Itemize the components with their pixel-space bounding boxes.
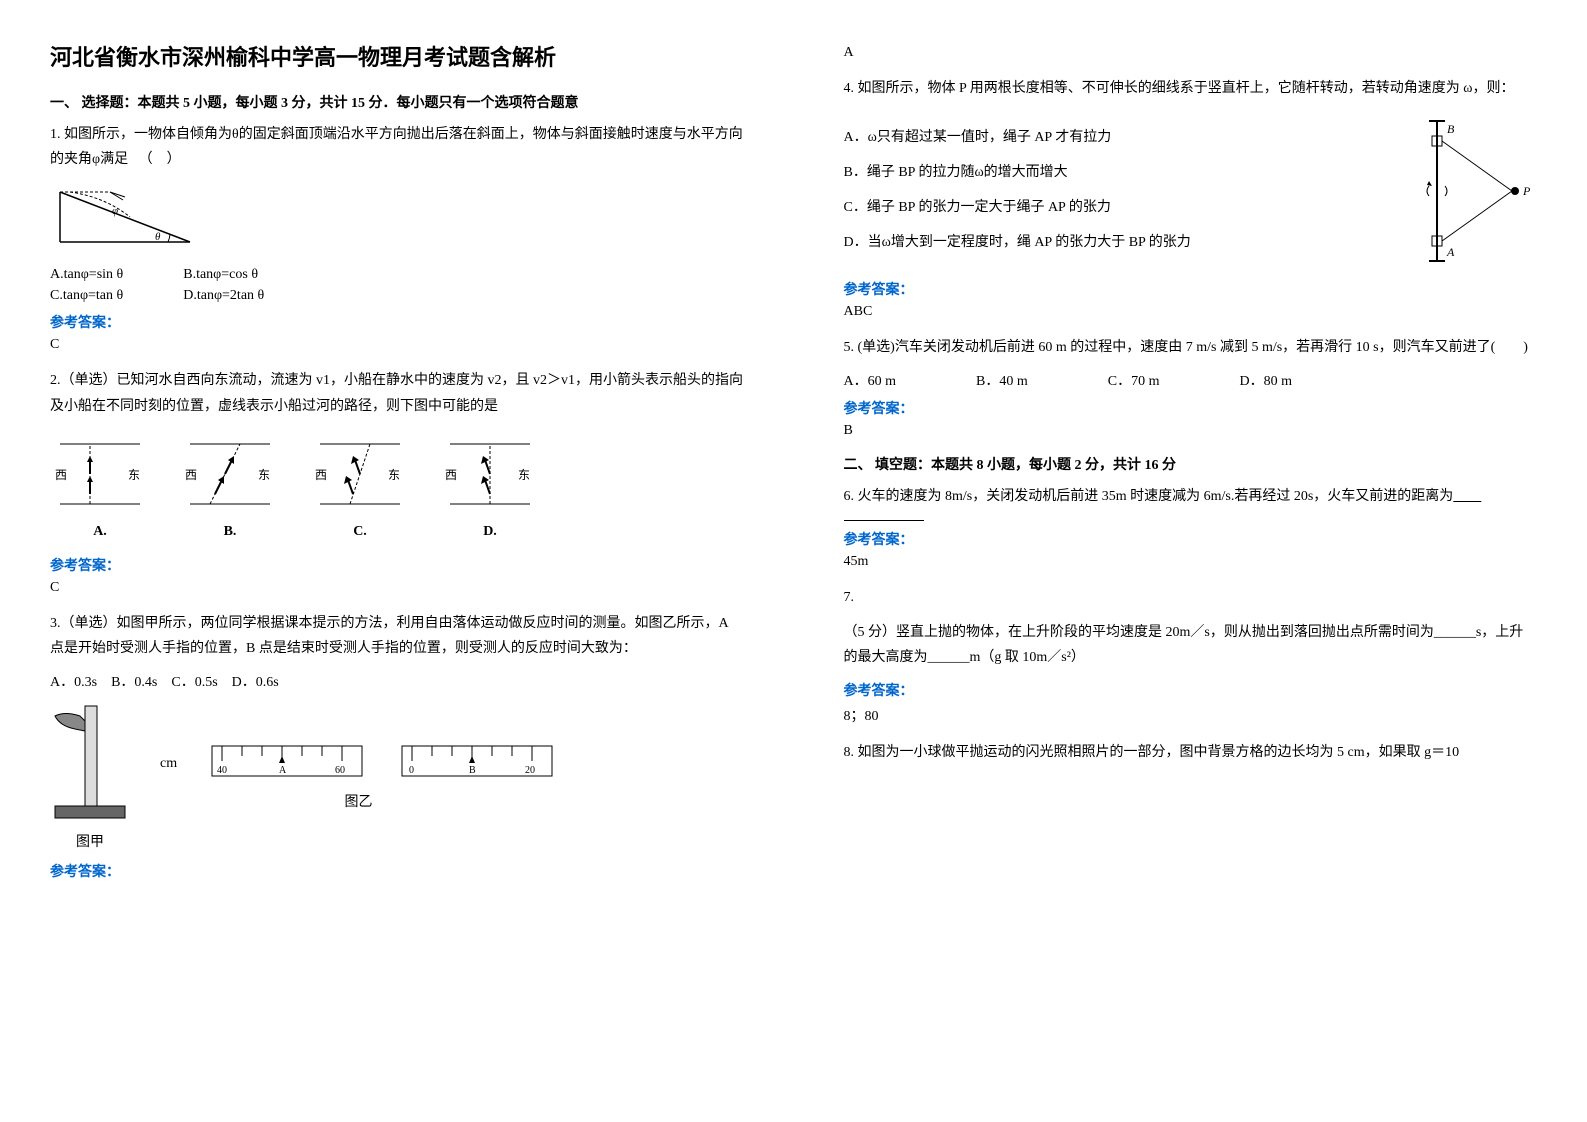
q5-answer: B xyxy=(844,423,1538,439)
q3-answer-label: 参考答案： xyxy=(50,861,744,881)
svg-text:东: 东 xyxy=(258,468,270,482)
q1-options-row2: C.tanφ=tan θ D.tanφ=2tan θ xyxy=(50,288,744,304)
q5-text: 5. (单选)汽车关闭发动机后前进 60 m 的过程中，速度由 7 m/s 减到… xyxy=(844,335,1538,360)
svg-text:0: 0 xyxy=(409,765,414,776)
q6-answer: 45m xyxy=(844,554,1538,570)
svg-text:20: 20 xyxy=(525,765,535,776)
q7-text: （5 分）竖直上抛的物体，在上升阶段的平均速度是 20m／s，则从抛出到落回抛出… xyxy=(844,620,1538,670)
q7-answer: 8；80 xyxy=(844,705,1538,725)
q3-optD: D．0.6s xyxy=(232,675,279,690)
q4-diagram: B P A xyxy=(1417,111,1537,271)
svg-text:东: 东 xyxy=(518,468,530,482)
q1-diagram: φ θ xyxy=(50,182,744,257)
q1-options-row1: A.tanφ=sin θ B.tanφ=cos θ xyxy=(50,267,744,283)
q2-diagrams: 西 东 A. 西 东 B. xyxy=(50,434,744,540)
q6-text: 6. 火车的速度为 8m/s，关闭发动机后前进 35m 时速度减为 6m/s.若… xyxy=(844,484,1538,509)
q1-answer: C xyxy=(50,337,744,353)
q2-answer: C xyxy=(50,580,744,596)
q5-options: A．60 m B．40 m C．70 m D．80 m xyxy=(844,370,1538,390)
q1-optA: A.tanφ=sin θ xyxy=(50,267,123,283)
q3-diagrams: 图甲 cm 40 A 60 xyxy=(50,701,744,851)
svg-text:A: A xyxy=(279,765,287,776)
svg-text:西: 西 xyxy=(55,468,67,482)
q3-optB: B．0.4s xyxy=(111,675,157,690)
q4-answer-label: 参考答案： xyxy=(844,279,1538,299)
q3-options: A．0.3s B．0.4s C．0.5s D．0.6s xyxy=(50,671,744,691)
q4-answer: ABC xyxy=(844,304,1538,320)
q3-label1: 图甲 xyxy=(50,831,130,851)
q1-optD: D.tanφ=2tan θ xyxy=(183,288,264,304)
q1-optB: B.tanφ=cos θ xyxy=(183,267,258,283)
svg-text:西: 西 xyxy=(445,468,457,482)
q5-answer-label: 参考答案： xyxy=(844,398,1538,418)
q3-optA: A．0.3s xyxy=(50,675,97,690)
q7-answer-label: 参考答案： xyxy=(844,680,1538,700)
svg-text:θ: θ xyxy=(155,231,161,243)
page-title: 河北省衡水市深州榆科中学高一物理月考试题含解析 xyxy=(50,40,744,72)
svg-text:40: 40 xyxy=(217,765,227,776)
q2-text: 2.（单选）已知河水自西向东流动，流速为 v1，小船在静水中的速度为 v2，且 … xyxy=(50,368,744,418)
q2-labelC: C. xyxy=(310,524,410,540)
svg-text:φ: φ xyxy=(112,205,118,217)
svg-text:A: A xyxy=(1446,245,1455,259)
q3-cm: cm xyxy=(160,756,177,772)
q6-answer-label: 参考答案： xyxy=(844,529,1538,549)
q5-optD: D．80 m xyxy=(1239,370,1292,390)
section2-header: 二、 填空题：本题共 8 小题，每小题 2 分，共计 16 分 xyxy=(844,454,1538,474)
svg-text:B: B xyxy=(1447,122,1455,136)
q3-optC: C．0.5s xyxy=(171,675,217,690)
q1-answer-label: 参考答案： xyxy=(50,312,744,332)
section1-header: 一、 选择题：本题共 5 小题，每小题 3 分，共计 15 分．每小题只有一个选… xyxy=(50,92,744,112)
q1-optC: C.tanφ=tan θ xyxy=(50,288,123,304)
q5-optC: C．70 m xyxy=(1108,370,1160,390)
q1-text: 1. 如图所示，一物体自倾角为θ的固定斜面顶端沿水平方向抛出后落在斜面上，物体与… xyxy=(50,122,744,172)
q5-optB: B．40 m xyxy=(976,370,1028,390)
q2-labelD: D. xyxy=(440,524,540,540)
q3-text: 3.（单选）如图甲所示，两位同学根据课本提示的方法，利用自由落体运动做反应时间的… xyxy=(50,611,744,661)
q2-answer-label: 参考答案： xyxy=(50,555,744,575)
q2-labelA: A. xyxy=(50,524,150,540)
q2-labelB: B. xyxy=(180,524,280,540)
q3-label2: 图乙 xyxy=(160,791,557,811)
q8-text: 8. 如图为一小球做平抛运动的闪光照相照片的一部分，图中背景方格的边长均为 5 … xyxy=(844,740,1538,765)
q5-optA: A．60 m xyxy=(844,370,897,390)
svg-text:60: 60 xyxy=(335,765,345,776)
svg-text:西: 西 xyxy=(185,468,197,482)
svg-text:西: 西 xyxy=(315,468,327,482)
q7-num: 7. xyxy=(844,585,1538,610)
svg-text:东: 东 xyxy=(128,468,140,482)
q4-text: 4. 如图所示，物体 P 用两根长度相等、不可伸长的细线系于竖直杆上，它随杆转动… xyxy=(844,76,1538,101)
svg-text:东: 东 xyxy=(388,468,400,482)
svg-text:B: B xyxy=(469,765,476,776)
svg-text:P: P xyxy=(1522,184,1531,198)
q3-answer: A xyxy=(844,45,1538,61)
